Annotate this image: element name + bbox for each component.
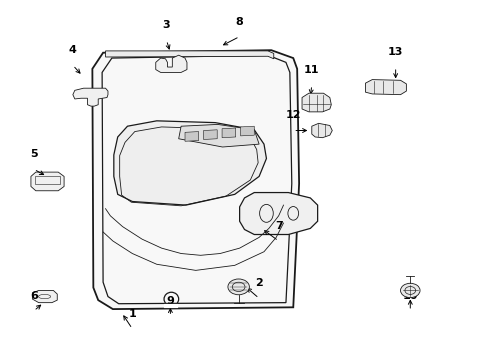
Text: 1: 1 [128, 309, 136, 319]
Text: 12: 12 [285, 111, 301, 121]
Text: 6: 6 [30, 291, 38, 301]
Polygon shape [156, 55, 186, 72]
Text: 11: 11 [304, 65, 319, 75]
Polygon shape [365, 80, 406, 95]
Circle shape [227, 279, 249, 295]
Polygon shape [302, 93, 330, 112]
Text: 4: 4 [69, 45, 77, 55]
Polygon shape [203, 130, 217, 139]
Polygon shape [31, 172, 64, 191]
Polygon shape [73, 88, 108, 106]
Polygon shape [222, 128, 235, 138]
Text: 5: 5 [30, 149, 38, 159]
Text: 8: 8 [235, 17, 243, 27]
Polygon shape [239, 193, 317, 234]
Polygon shape [92, 50, 299, 309]
Polygon shape [184, 132, 198, 141]
Polygon shape [114, 121, 266, 205]
Text: 3: 3 [163, 20, 170, 30]
Polygon shape [311, 123, 331, 138]
Polygon shape [178, 125, 259, 147]
Text: 2: 2 [255, 278, 263, 288]
Text: 10: 10 [402, 291, 417, 301]
Circle shape [400, 283, 419, 298]
Text: 13: 13 [387, 47, 403, 57]
Polygon shape [240, 126, 254, 136]
Polygon shape [105, 51, 273, 59]
Text: 9: 9 [166, 296, 174, 306]
Polygon shape [32, 291, 57, 303]
Text: 7: 7 [274, 221, 282, 231]
